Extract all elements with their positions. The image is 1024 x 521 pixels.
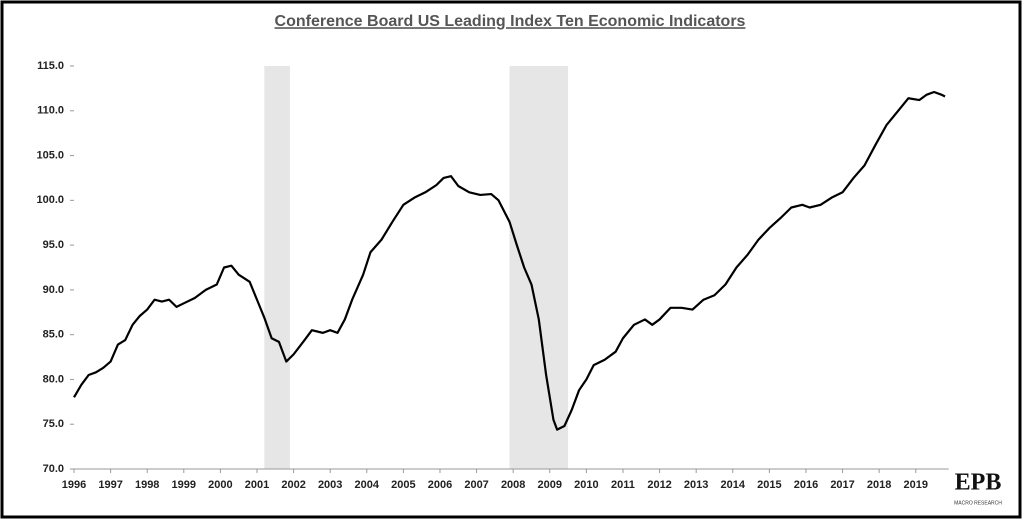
x-tick-label: 1997 xyxy=(98,479,122,491)
y-tick-label: 105.0 xyxy=(36,149,64,161)
x-tick-label: 2010 xyxy=(574,479,598,491)
recession-band xyxy=(509,66,569,469)
x-tick-label: 1996 xyxy=(62,479,86,491)
x-tick-label: 2003 xyxy=(318,479,342,491)
x-tick-label: 1998 xyxy=(135,479,159,491)
x-tick-label: 2002 xyxy=(281,479,305,491)
y-tick-label: 85.0 xyxy=(43,329,64,341)
y-tick-label: 110.0 xyxy=(37,105,64,117)
x-tick-label: 2008 xyxy=(501,479,525,491)
x-tick-label: 2018 xyxy=(867,479,891,491)
y-tick-label: 80.0 xyxy=(43,373,64,385)
x-tick-label: 2005 xyxy=(391,479,415,491)
y-tick-label: 70.0 xyxy=(43,463,64,475)
x-tick-label: 2012 xyxy=(647,479,671,491)
x-tick-label: 2006 xyxy=(428,479,452,491)
x-tick-label: 2016 xyxy=(794,479,818,491)
x-tick-label: 2000 xyxy=(208,479,232,491)
y-tick-label: 95.0 xyxy=(43,239,64,251)
x-tick-label: 2009 xyxy=(538,479,562,491)
x-tick-label: 2019 xyxy=(904,479,928,491)
x-tick-label: 2007 xyxy=(464,479,488,491)
y-tick-label: 100.0 xyxy=(36,194,64,206)
x-tick-label: 1999 xyxy=(172,479,196,491)
x-tick-label: 2014 xyxy=(721,479,746,491)
logo-tagline: MACRO RESEARCH xyxy=(954,500,1002,506)
chart-title: Conference Board US Leading Index Ten Ec… xyxy=(275,13,746,30)
logo: EPB xyxy=(955,470,1002,496)
recession-band xyxy=(264,66,290,469)
y-tick-label: 90.0 xyxy=(43,284,64,296)
x-tick-label: 2017 xyxy=(830,479,854,491)
line xyxy=(73,90,946,431)
x-tick-label: 2004 xyxy=(355,479,380,491)
y-tick-label: 115.0 xyxy=(37,60,64,72)
x-tick-label: 2011 xyxy=(611,479,635,491)
x-tick-label: 2013 xyxy=(684,479,708,491)
y-tick-label: 75.0 xyxy=(43,418,64,430)
x-tick-label: 2001 xyxy=(245,479,269,491)
x-tick-label: 2015 xyxy=(757,479,781,491)
